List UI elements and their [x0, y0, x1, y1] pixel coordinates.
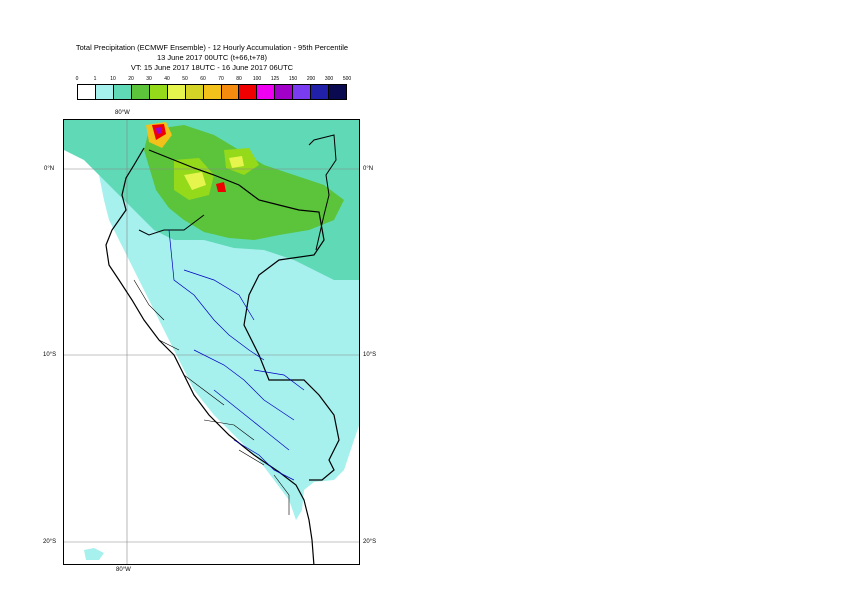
legend-label: 40 — [164, 76, 170, 82]
legend-swatch — [257, 85, 276, 99]
legend-swatch — [95, 85, 114, 99]
legend-swatch — [131, 85, 150, 99]
legend-swatch — [293, 85, 312, 99]
precip-red-spot — [216, 182, 226, 192]
lat-label-20-left: 20°S — [43, 539, 57, 545]
admin-boundaries — [168, 229, 305, 481]
title-line-1: Total Precipitation (ECMWF Ensemble) - 1… — [75, 43, 349, 52]
precip-yellow-1 — [184, 172, 206, 190]
legend-label: 60 — [200, 76, 206, 82]
chart-title: Total Precipitation (ECMWF Ensemble) - 1… — [0, 43, 424, 73]
lat-label-20-right: 20°S — [363, 539, 377, 545]
legend-label: 0 — [75, 76, 79, 82]
country-border-east — [308, 134, 337, 251]
legend-swatch — [221, 85, 240, 99]
legend-bar — [77, 84, 347, 100]
legend-label: 80 — [236, 76, 242, 82]
title-line-2: 13 June 2017 00UTC (t+66,t+78) — [156, 53, 268, 62]
legend-swatch — [311, 85, 330, 99]
legend-swatch — [203, 85, 222, 99]
title-line-3: VT: 15 June 2017 18UTC - 16 June 2017 06… — [130, 63, 294, 72]
internal-boundaries — [133, 279, 290, 515]
lat-label-0-right: 0°N — [363, 166, 374, 172]
precip-purple-core — [156, 127, 162, 134]
legend-labels: 0 1 10 20 30 40 50 60 70 80 100 125 150 200 300 500 — [75, 76, 352, 84]
legend-swatch — [113, 85, 132, 99]
legend-label: 300 — [324, 76, 334, 82]
legend-swatch — [149, 85, 168, 99]
precip-yellow-2 — [229, 156, 244, 168]
country-border-ecuador-colombia — [148, 149, 340, 481]
legend-label: 30 — [146, 76, 152, 82]
color-legend: 0 1 10 20 30 40 50 60 70 80 100 125 150 200 300 500 — [75, 76, 352, 100]
map-svg — [64, 120, 359, 564]
precip-light-cyan-south — [84, 548, 104, 560]
legend-swatch — [185, 85, 204, 99]
precipitation-map — [63, 119, 360, 565]
lon-label-top: 80°W — [115, 110, 130, 116]
legend-swatch — [329, 85, 347, 99]
precip-green — [144, 125, 344, 240]
country-border-peru-north — [138, 214, 205, 236]
legend-label: 10 — [110, 76, 116, 82]
legend-swatch — [239, 85, 258, 99]
legend-swatch — [167, 85, 186, 99]
legend-label: 70 — [218, 76, 224, 82]
lon-label-bottom: 80°W — [116, 567, 131, 573]
legend-label: 125 — [270, 76, 280, 82]
legend-swatch — [275, 85, 294, 99]
legend-label: 1 — [93, 76, 97, 82]
lat-label-10-right: 10°S — [363, 352, 377, 358]
lat-label-0-left: 0°N — [44, 166, 55, 172]
legend-label: 50 — [182, 76, 188, 82]
legend-label: 500 — [342, 76, 352, 82]
legend-swatch — [78, 85, 96, 99]
lat-label-10-left: 10°S — [43, 352, 57, 358]
legend-label: 20 — [128, 76, 134, 82]
legend-label: 200 — [306, 76, 316, 82]
legend-label: 100 — [252, 76, 262, 82]
legend-label: 150 — [288, 76, 298, 82]
